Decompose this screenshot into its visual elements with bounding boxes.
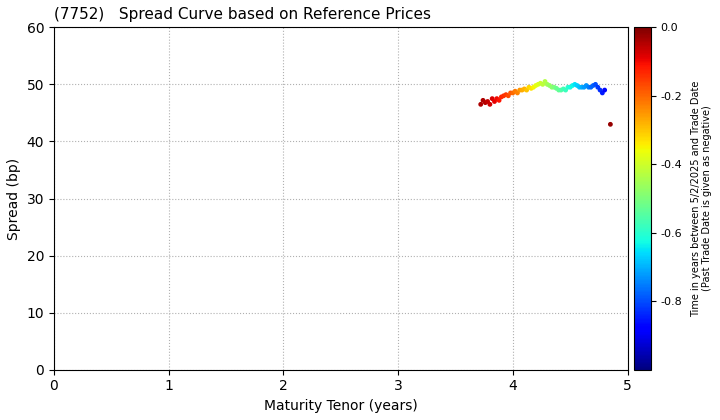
Point	[495, 94, 507, 100]
Y-axis label: Time in years between 5/2/2025 and Trade Date
(Past Trade Date is given as negat: Time in years between 5/2/2025 and Trade…	[690, 80, 712, 317]
Point	[528, 84, 539, 91]
Point	[480, 99, 491, 106]
Point	[477, 97, 489, 104]
Point	[539, 78, 551, 85]
X-axis label: Maturity Tenor (years): Maturity Tenor (years)	[264, 399, 418, 413]
Point	[530, 82, 541, 89]
Point	[493, 97, 505, 104]
Point	[507, 89, 518, 96]
Point	[518, 86, 530, 92]
Point	[567, 82, 578, 89]
Point	[594, 87, 606, 93]
Point	[505, 89, 516, 96]
Point	[516, 87, 528, 93]
Point	[564, 84, 576, 91]
Point	[574, 84, 585, 91]
Point	[512, 89, 523, 96]
Point	[526, 85, 537, 92]
Point	[576, 84, 588, 91]
Point	[582, 84, 594, 91]
Point	[489, 98, 500, 105]
Point	[523, 84, 535, 91]
Point	[592, 84, 603, 91]
Point	[537, 81, 549, 88]
Point	[544, 82, 555, 89]
Text: (7752)   Spread Curve based on Reference Prices: (7752) Spread Curve based on Reference P…	[54, 7, 431, 22]
Point	[491, 95, 503, 102]
Point	[551, 85, 562, 92]
Point	[560, 87, 572, 93]
Point	[590, 81, 601, 88]
Point	[535, 80, 546, 87]
Point	[514, 87, 526, 93]
Point	[487, 95, 498, 102]
Point	[572, 82, 583, 89]
Point	[509, 88, 521, 94]
Point	[482, 98, 493, 105]
Point	[557, 86, 569, 92]
Point	[578, 84, 590, 91]
Point	[553, 87, 564, 93]
Point	[503, 92, 514, 99]
Point	[588, 82, 599, 89]
Point	[555, 87, 567, 93]
Y-axis label: Spread (bp): Spread (bp)	[7, 158, 21, 239]
Point	[569, 81, 580, 88]
Point	[549, 84, 560, 91]
Point	[484, 101, 495, 108]
Point	[500, 91, 512, 98]
Point	[605, 121, 616, 128]
Point	[521, 87, 532, 93]
Point	[546, 84, 557, 91]
Point	[585, 84, 597, 91]
Point	[532, 81, 544, 88]
Point	[475, 101, 487, 108]
Point	[541, 81, 553, 88]
Point	[580, 82, 592, 89]
Point	[498, 92, 510, 99]
Point	[599, 87, 611, 93]
Point	[562, 84, 574, 91]
Point	[597, 89, 608, 96]
